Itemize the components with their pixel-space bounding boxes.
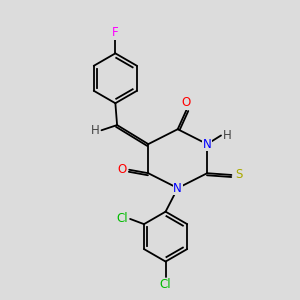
Text: S: S bbox=[235, 168, 243, 182]
Text: Cl: Cl bbox=[160, 278, 171, 291]
Text: N: N bbox=[173, 182, 182, 195]
Text: Cl: Cl bbox=[117, 212, 128, 225]
Text: O: O bbox=[117, 163, 126, 176]
Text: H: H bbox=[91, 124, 100, 137]
Text: F: F bbox=[112, 26, 119, 39]
Text: H: H bbox=[223, 129, 232, 142]
Text: O: O bbox=[182, 96, 191, 109]
Text: N: N bbox=[203, 138, 212, 151]
